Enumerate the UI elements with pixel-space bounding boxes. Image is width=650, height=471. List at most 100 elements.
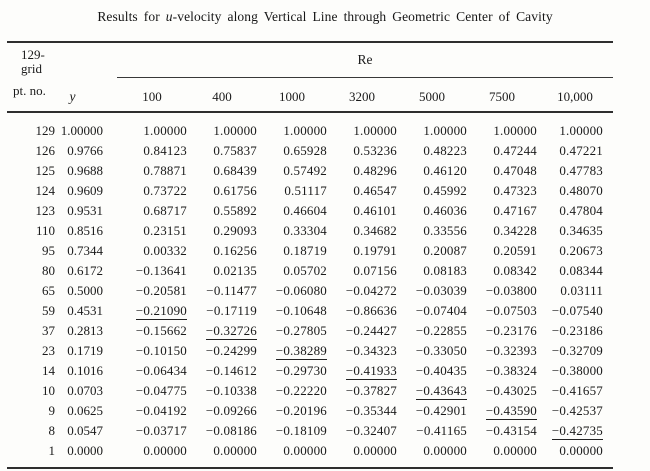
cell-u-velocity: −0.21090 <box>117 301 187 321</box>
cell-u-velocity: 0.45992 <box>423 183 467 198</box>
cell-grid-pt-no: 124 <box>35 183 56 198</box>
cell-u-velocity: 0.48223 <box>423 143 467 158</box>
cell-u-velocity: 0.00000 <box>213 443 257 458</box>
minimum-value-underline: −0.41933 <box>345 363 397 380</box>
cell-grid-pt-no: 59 <box>42 303 55 318</box>
cell-u-velocity: −0.03800 <box>485 283 537 298</box>
cell-u-velocity: −0.27805 <box>275 323 327 338</box>
cell-grid-pt-no: 37 <box>42 323 55 338</box>
cell-u-velocity: 0.75837 <box>213 143 257 158</box>
cell-u-velocity: −0.34323 <box>345 343 397 358</box>
cell-grid-pt-no: 8 <box>48 423 56 438</box>
table-body: 129 1.00000 1.00000 1.00000 1.00000 1.00000 1.… <box>7 112 613 468</box>
cell-u-velocity: 0.61756 <box>213 183 257 198</box>
cell-u-velocity: −0.43590 <box>467 401 537 421</box>
cell-u-velocity: 1.00000 <box>143 123 187 138</box>
cell-y-coordinate: 0.0547 <box>67 423 103 438</box>
cell-grid-pt-no: 110 <box>35 223 55 238</box>
cell-u-velocity: 0.00000 <box>353 443 397 458</box>
cell-u-velocity: −0.86636 <box>345 303 397 318</box>
cell-y-coordinate: 0.7344 <box>67 243 103 258</box>
cell-y-coordinate: 0.0625 <box>67 403 103 418</box>
cell-u-velocity: 0.19791 <box>353 243 397 258</box>
table-row: 23 0.1719 −0.10150 −0.24299 −0.38289 −0.34323… <box>7 341 613 361</box>
col-header-re-10000: 10,000 <box>537 77 614 113</box>
cell-u-velocity: 1.00000 <box>353 123 397 138</box>
cell-u-velocity: −0.03039 <box>415 283 467 298</box>
cell-u-velocity: 0.00332 <box>143 243 187 258</box>
cell-u-velocity: −0.43025 <box>485 383 537 398</box>
cell-u-velocity: 0.78871 <box>143 163 187 178</box>
cell-u-velocity: −0.29730 <box>275 363 327 378</box>
minimum-value-underline: −0.42735 <box>551 423 604 440</box>
col-header-re-5000: 5000 <box>397 77 467 113</box>
cell-u-velocity: −0.38324 <box>485 363 537 378</box>
cell-u-velocity: −0.11477 <box>206 283 257 298</box>
cell-u-velocity: −0.22855 <box>415 323 467 338</box>
minimum-value-underline: −0.21090 <box>135 303 187 320</box>
cell-y-coordinate: 0.1016 <box>67 363 103 378</box>
cell-u-velocity: 0.08183 <box>423 263 467 278</box>
cell-grid-pt-no: 10 <box>42 383 55 398</box>
cell-u-velocity: −0.43154 <box>485 423 537 438</box>
cell-u-velocity: 0.33304 <box>283 223 327 238</box>
cell-u-velocity: 0.47048 <box>493 163 537 178</box>
table-row: 59 0.4531 −0.21090 −0.17119 −0.10648 −0.86636… <box>7 301 613 321</box>
cell-u-velocity: −0.10648 <box>275 303 327 318</box>
cell-u-velocity: −0.43643 <box>397 381 467 401</box>
cell-u-velocity: −0.42735 <box>537 421 613 441</box>
row-header-line3: pt. no. <box>13 83 46 98</box>
cell-grid-pt-no: 14 <box>42 363 55 378</box>
cell-u-velocity: 0.46547 <box>353 183 397 198</box>
cell-u-velocity: −0.32407 <box>345 423 397 438</box>
cell-u-velocity: 0.57492 <box>283 163 327 178</box>
table-row: 10 0.0703 −0.04775 −0.10338 −0.22220 −0.37827… <box>7 381 613 401</box>
row-header-line1: 129- <box>21 47 45 62</box>
cell-u-velocity: 0.84123 <box>143 143 187 158</box>
table-row: 80 0.6172 −0.13641 0.02135 0.05702 0.07156 0.0… <box>7 261 613 281</box>
table-title: Results for u-velocity along Vertical Li… <box>0 9 650 25</box>
cell-grid-pt-no: 95 <box>42 243 55 258</box>
cell-u-velocity: 1.00000 <box>283 123 327 138</box>
cell-u-velocity: −0.06080 <box>275 283 327 298</box>
cell-u-velocity: 0.48070 <box>559 183 604 198</box>
row-header-line2: grid <box>21 60 42 76</box>
table-row: 14 0.1016 −0.06434 −0.14612 −0.29730 −0.41933… <box>7 361 613 381</box>
cell-grid-pt-no: 129 <box>35 123 56 138</box>
cell-u-velocity: −0.15662 <box>135 323 187 338</box>
header-row-group: 129- grid pt. no. Re <box>7 42 614 113</box>
table-row: 125 0.9688 0.78871 0.68439 0.57492 0.48296 0.4… <box>7 161 613 181</box>
table-title-prefix: Results for <box>97 9 166 24</box>
minimum-value-underline: −0.43643 <box>415 383 467 400</box>
cell-grid-pt-no: 123 <box>35 203 56 218</box>
table-row: 95 0.7344 0.00332 0.16256 0.18719 0.19791 0.20… <box>7 241 613 261</box>
cell-u-velocity: −0.07404 <box>415 303 467 318</box>
table-row: 1 0.0000 0.00000 0.00000 0.00000 0.00000 0.000… <box>7 441 613 468</box>
cell-u-velocity: 0.23151 <box>143 223 187 238</box>
cell-u-velocity: 0.20087 <box>423 243 467 258</box>
cell-u-velocity: 1.00000 <box>423 123 467 138</box>
cell-grid-pt-no: 23 <box>42 343 55 358</box>
cell-u-velocity: −0.07503 <box>485 303 537 318</box>
cell-u-velocity: 0.55892 <box>213 203 257 218</box>
minimum-value-underline: −0.43590 <box>485 403 537 420</box>
cell-u-velocity: 0.47221 <box>559 143 604 158</box>
col-header-re-1000: 1000 <box>257 77 327 113</box>
table-title-suffix: -velocity along Vertical Line through Ge… <box>172 9 553 24</box>
table-title-u-symbol: u <box>165 9 173 24</box>
cell-u-velocity: −0.07540 <box>551 303 604 318</box>
table-row: 65 0.5000 −0.20581 −0.11477 −0.06080 −0.04272… <box>7 281 613 301</box>
cell-u-velocity: 0.00000 <box>423 443 467 458</box>
cell-u-velocity: 1.00000 <box>493 123 537 138</box>
cell-u-velocity: −0.10338 <box>205 383 257 398</box>
cell-u-velocity: 0.46120 <box>423 163 467 178</box>
table-row: 37 0.2813 −0.15662 −0.32726 −0.27805 −0.24427… <box>7 321 613 341</box>
col-header-y: y <box>56 77 117 113</box>
col-group-header-re: Re <box>117 42 614 78</box>
cell-u-velocity: −0.04272 <box>345 283 397 298</box>
cell-u-velocity: −0.32393 <box>485 343 537 358</box>
cell-u-velocity: 0.34682 <box>353 223 397 238</box>
cell-u-velocity: 0.47167 <box>493 203 537 218</box>
cell-u-velocity: −0.24427 <box>345 323 397 338</box>
